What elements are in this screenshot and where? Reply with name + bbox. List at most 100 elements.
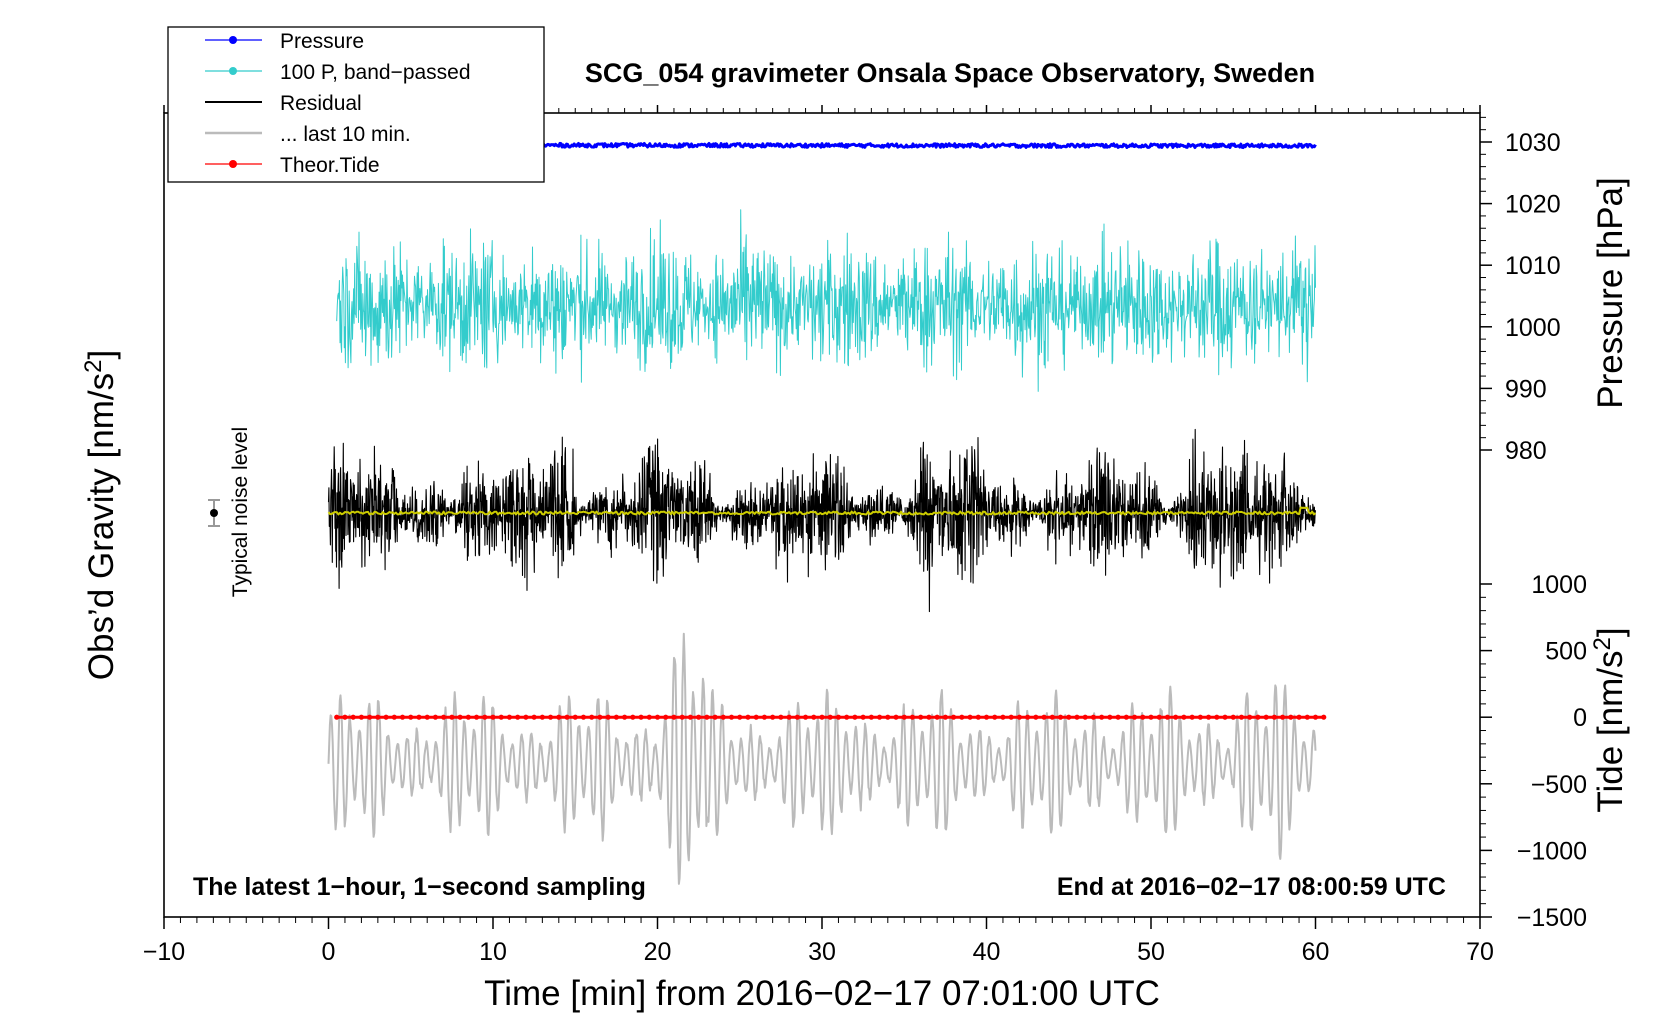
theor-tide-point: [646, 714, 652, 720]
theor-tide-point: [819, 714, 825, 720]
tide-tick-label: 0: [1573, 704, 1587, 732]
theor-tide-point: [852, 714, 858, 720]
theor-tide-point: [424, 714, 430, 720]
theor-tide-point: [1115, 714, 1121, 720]
theor-tide-point: [720, 714, 726, 720]
theor-tide-point: [449, 714, 455, 720]
theor-tide-point: [934, 714, 940, 720]
theor-tide-point: [1164, 714, 1171, 720]
theor-tide-point: [1082, 714, 1088, 720]
theor-tide-point: [622, 714, 628, 720]
theor-tide-point: [589, 714, 595, 720]
theor-tide-point: [1066, 714, 1072, 720]
theor-tide-point: [1074, 714, 1080, 720]
theor-tide-point: [860, 714, 866, 720]
end-time-annotation: End at 2016−02−17 08:00:59 UTC: [1057, 873, 1446, 901]
series-last-10-min: [327, 632, 1317, 885]
theor-tide-point: [1238, 714, 1245, 720]
pressure-tick-label: 980: [1505, 437, 1547, 465]
theor-tide-point: [794, 714, 800, 720]
theor-tide-point: [1148, 714, 1154, 720]
y-axis-label-pressure: Pressure [hPa]: [1591, 177, 1630, 409]
y-axis-label-gravity: Obs’d Gravity [nm/s2]: [80, 350, 121, 680]
tide-tick-label: −500: [1531, 771, 1587, 799]
theor-tide-point: [663, 714, 669, 720]
theor-tide-point: [1296, 714, 1302, 720]
theor-tide-point: [391, 714, 397, 720]
noise-level-marker: [208, 499, 220, 527]
theor-tide-point: [951, 714, 957, 720]
theor-tide-point: [992, 714, 998, 720]
theor-tide-point: [967, 714, 973, 720]
theor-tide-point: [687, 714, 694, 720]
theor-tide-point: [1263, 714, 1269, 720]
theor-tide-point: [638, 714, 644, 720]
x-tick-label: −10: [143, 938, 185, 966]
theor-tide-point: [523, 714, 529, 720]
theor-tide-point: [465, 714, 471, 720]
theor-tide-point: [1000, 714, 1006, 720]
theor-tide-point: [350, 714, 356, 720]
theor-tide-point: [408, 714, 414, 720]
theor-tide-point: [704, 714, 710, 720]
theor-tide-point: [802, 714, 809, 720]
theor-tide-point: [983, 714, 990, 720]
theor-tide-point: [942, 714, 948, 720]
legend: Pressure 100 P, band−passed Residual ... la…: [167, 26, 545, 183]
series-layer: [327, 141, 1327, 885]
noise-dot: [210, 509, 218, 517]
theor-tide-point: [1271, 714, 1277, 720]
theor-tide-point: [1230, 714, 1236, 720]
theor-tide-point: [1131, 714, 1138, 720]
theor-tide-point: [334, 714, 340, 720]
theor-tide-point: [358, 714, 364, 720]
theor-tide-point: [1173, 714, 1179, 720]
legend-box: [167, 26, 545, 183]
theor-tide-point: [572, 714, 578, 720]
x-tick-label: 20: [644, 938, 672, 966]
legend-entries: Pressure 100 P, band−passed Residual ... la…: [205, 30, 471, 177]
theor-tide-point: [918, 714, 924, 720]
legend-marker: [229, 67, 237, 75]
pressure-tick-label: 1000: [1505, 314, 1561, 342]
legend-marker: [229, 36, 237, 44]
noise-level-label: Typical noise level: [229, 427, 252, 597]
theor-tide-point: [745, 714, 751, 720]
theor-tide-point: [547, 714, 554, 720]
theor-tide-point: [1140, 714, 1146, 720]
theor-tide-point: [613, 714, 619, 720]
legend-label: Theor.Tide: [280, 154, 380, 177]
theor-tide-point: [1025, 714, 1031, 720]
theor-tide-point: [367, 714, 373, 720]
x-tick-label: 10: [479, 938, 507, 966]
legend-marker: [229, 160, 237, 168]
theor-tide-point: [473, 714, 480, 720]
theor-tide-point: [1321, 714, 1327, 720]
theor-tide-point: [1107, 714, 1113, 720]
theor-tide-point: [1049, 714, 1055, 720]
theor-tide-point: [1255, 714, 1261, 720]
theor-tide-point: [770, 714, 776, 720]
theor-tide-point: [1280, 714, 1286, 720]
theor-tide-point: [728, 714, 735, 720]
x-tick-label: 50: [1137, 938, 1165, 966]
series-residual-smoothed: [327, 506, 1317, 516]
legend-label: ... last 10 min.: [280, 123, 411, 146]
theor-tide-point: [959, 714, 965, 720]
theor-tide-point: [605, 714, 611, 720]
x-tick-label: 0: [322, 938, 336, 966]
theor-tide-point: [876, 714, 883, 720]
theor-tide-point: [457, 714, 463, 720]
tide-tick-label: 1000: [1531, 571, 1587, 599]
theor-tide-point: [1123, 714, 1129, 720]
x-tick-label: 40: [973, 938, 1001, 966]
theor-tide-point: [531, 714, 537, 720]
theor-tide-point: [556, 714, 562, 720]
x-tick-label: 30: [808, 938, 836, 966]
theor-tide-point: [786, 714, 792, 720]
theor-tide-point: [1189, 714, 1195, 720]
theor-tide-point: [506, 714, 513, 720]
theor-tide-point: [975, 714, 981, 720]
